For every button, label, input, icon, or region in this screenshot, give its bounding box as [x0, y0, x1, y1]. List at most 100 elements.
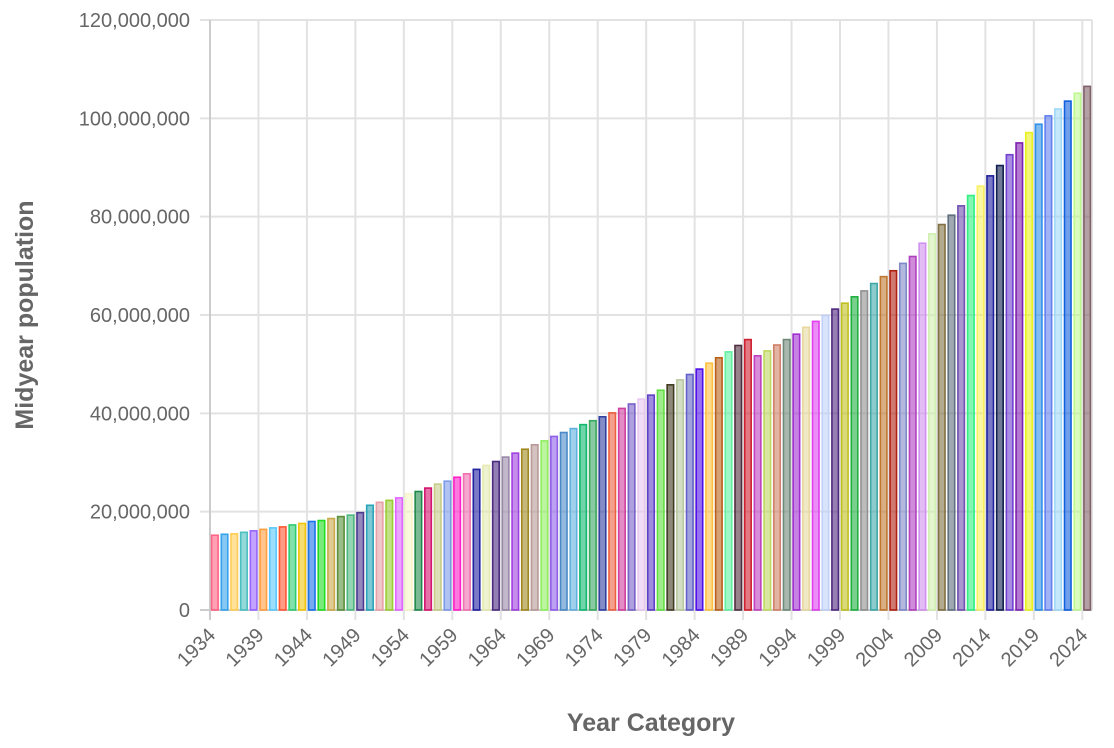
bar-1940[interactable] [268, 527, 278, 611]
bar-1978[interactable] [637, 398, 646, 611]
bar-1951[interactable] [375, 501, 384, 611]
bar-1960[interactable] [462, 473, 471, 611]
bar-1964[interactable] [501, 456, 510, 611]
bar-2009[interactable] [937, 223, 946, 611]
bar-1995[interactable] [802, 326, 811, 611]
bar-1996[interactable] [811, 320, 820, 611]
bar-1968[interactable] [540, 440, 549, 611]
x-tick-label: 1999 [803, 624, 850, 671]
bar-1961[interactable] [472, 468, 481, 611]
bar-1992[interactable] [772, 344, 782, 611]
x-axis-ticks: 1934 1939 1944 1949 1954 1959 1964 1969 1974 1979… [173, 624, 1092, 671]
bar-1980[interactable] [656, 389, 665, 611]
bar-1954[interactable] [404, 493, 413, 611]
bar-1956[interactable] [424, 487, 433, 611]
bar-1953[interactable] [394, 497, 404, 611]
bar-1941[interactable] [278, 526, 287, 611]
bar-1979[interactable] [646, 394, 656, 611]
bar-1969[interactable] [550, 435, 559, 611]
bar-2023[interactable] [1073, 92, 1082, 611]
bar-1984[interactable] [695, 368, 704, 611]
bar-2024[interactable] [1083, 85, 1092, 611]
bar-1949[interactable] [356, 511, 365, 611]
bar-2022[interactable] [1063, 100, 1072, 611]
bar-2021[interactable] [1054, 108, 1063, 611]
bar-1990[interactable] [753, 355, 762, 611]
bar-1988[interactable] [734, 344, 743, 611]
bar-1999[interactable] [840, 302, 849, 611]
bar-1955[interactable] [414, 490, 423, 611]
bar-1937[interactable] [239, 531, 248, 611]
bar-1942[interactable] [288, 524, 297, 611]
bar-2017[interactable] [1015, 142, 1024, 611]
bar-1950[interactable] [365, 504, 374, 611]
bar-1938[interactable] [249, 530, 258, 611]
bar-1965[interactable] [511, 452, 520, 611]
bar-2018[interactable] [1024, 131, 1034, 611]
x-tick-label: 1949 [319, 624, 366, 671]
bar-1974[interactable] [598, 415, 607, 611]
bar-1975[interactable] [608, 412, 617, 611]
bar-1997[interactable] [821, 314, 830, 611]
bar-1944[interactable] [307, 520, 316, 611]
bar-1935[interactable] [220, 533, 229, 611]
bar-2011[interactable] [957, 205, 966, 611]
bar-2006[interactable] [908, 255, 917, 611]
bar-2012[interactable] [966, 194, 975, 611]
bar-1977[interactable] [627, 403, 636, 611]
bar-1966[interactable] [520, 448, 530, 611]
bar-2004[interactable] [889, 269, 898, 611]
bar-1972[interactable] [579, 423, 588, 611]
bar-2002[interactable] [869, 282, 878, 611]
bar-1963[interactable] [491, 460, 500, 611]
bar-1991[interactable] [763, 350, 772, 611]
bar-2007[interactable] [918, 242, 927, 611]
bar-1936[interactable] [230, 532, 239, 611]
bar-1993[interactable] [782, 338, 791, 611]
bar-1947[interactable] [336, 515, 345, 611]
bar-1957[interactable] [433, 483, 442, 611]
bar-1952[interactable] [385, 499, 394, 611]
bar-1971[interactable] [569, 427, 578, 611]
y-tick-label: 20,000,000 [90, 502, 190, 524]
bar-2020[interactable] [1044, 115, 1053, 611]
bar-2005[interactable] [898, 262, 908, 611]
bar-1967[interactable] [530, 443, 539, 611]
bar-2013[interactable] [976, 185, 985, 611]
bar-1973[interactable] [588, 419, 597, 611]
bar-2019[interactable] [1034, 123, 1043, 611]
bar-1948[interactable] [346, 514, 355, 611]
bar-2003[interactable] [879, 275, 888, 611]
y-tick-label: 40,000,000 [90, 403, 190, 425]
bar-1943[interactable] [298, 522, 307, 611]
bar-1958[interactable] [443, 480, 452, 611]
bar-1934[interactable] [210, 534, 219, 611]
bar-1987[interactable] [724, 351, 733, 611]
bar-1981[interactable] [666, 384, 675, 611]
bar-1983[interactable] [685, 373, 694, 611]
bar-1939[interactable] [259, 528, 268, 611]
bar-1986[interactable] [714, 356, 723, 611]
bar-1994[interactable] [792, 333, 801, 611]
bar-1985[interactable] [705, 362, 714, 611]
x-axis-title: Year Category [567, 709, 735, 737]
bar-1962[interactable] [482, 464, 491, 611]
bar-1946[interactable] [327, 517, 336, 611]
bar-2014[interactable] [986, 175, 995, 611]
bar-2010[interactable] [947, 214, 956, 611]
bar-1989[interactable] [743, 338, 752, 611]
bar-2000[interactable] [850, 296, 859, 611]
bar-1976[interactable] [617, 407, 626, 611]
grid [200, 19, 1093, 620]
bar-2001[interactable] [860, 290, 869, 611]
bar-2008[interactable] [928, 233, 937, 611]
bar-1998[interactable] [831, 308, 840, 611]
bar-1970[interactable] [559, 431, 568, 611]
bar-1945[interactable] [317, 519, 326, 611]
bar-1959[interactable] [453, 476, 462, 611]
bar-2016[interactable] [1005, 153, 1014, 611]
y-axis-ticks: 0 20,000,000 40,000,000 60,000,000 80,000,00… [79, 10, 190, 622]
y-tick-label: 60,000,000 [90, 305, 190, 327]
bar-1982[interactable] [676, 379, 685, 611]
bar-2015[interactable] [995, 164, 1004, 611]
